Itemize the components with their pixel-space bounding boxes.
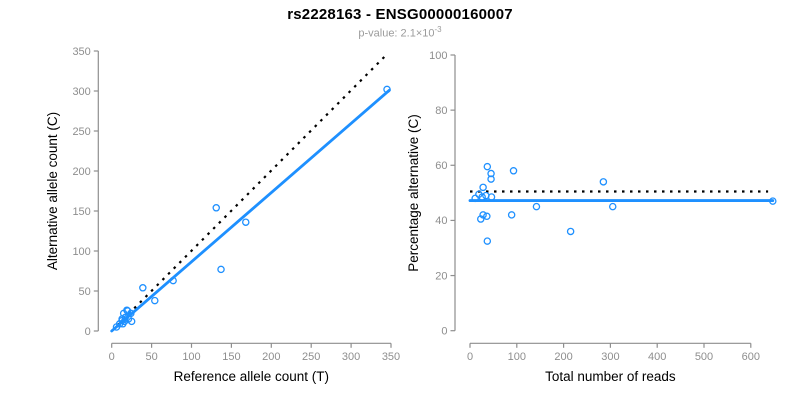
data-point <box>487 193 496 201</box>
plot-allele-counts: 0 50 100 150 200 250 300 350 0 50 100 150 200 250 300 3… <box>45 46 400 384</box>
data-point <box>169 276 177 285</box>
data-point <box>483 162 492 171</box>
y-tick-label: 250 <box>72 126 90 138</box>
y-tick-label: 80 <box>435 105 447 117</box>
y-tick-label: 150 <box>72 206 90 218</box>
data-point <box>139 284 147 292</box>
plot-subtitle: p-value: 2.1×10-3 <box>0 25 800 40</box>
pvalue-exponent: -3 <box>434 25 442 34</box>
x-tick-label: 200 <box>262 351 280 363</box>
data-point <box>151 296 159 305</box>
data-point <box>769 197 777 205</box>
y-tick-label: 0 <box>441 326 447 338</box>
data-point <box>471 194 479 203</box>
x-tick-label: 350 <box>382 351 400 363</box>
x-tick-label: 400 <box>648 351 666 363</box>
data-point <box>242 218 250 226</box>
x-tick-label: 300 <box>342 351 360 363</box>
x-tick-label: 250 <box>302 351 320 363</box>
data-point <box>487 175 495 183</box>
data-point <box>487 169 495 178</box>
data-point <box>599 178 608 186</box>
x-tick-label: 0 <box>467 351 473 363</box>
data-point <box>217 265 225 274</box>
data-point <box>127 309 135 318</box>
data-point <box>509 167 518 175</box>
y-tick-label: 60 <box>435 160 447 172</box>
y-tick-label: 0 <box>85 326 91 338</box>
data-point <box>127 317 136 326</box>
data-point <box>566 227 575 236</box>
data-point <box>383 85 391 94</box>
data-point <box>483 237 492 245</box>
data-point <box>479 211 487 219</box>
plot-percentage-alternative: 0 20 40 60 80 100 0 100 200 300 400 500 600 Total num… <box>406 50 777 384</box>
x-tick-label: 150 <box>222 351 240 363</box>
figure-header: rs2228163 - ENSG00000160007 p-value: 2.1… <box>0 6 800 40</box>
x-tick-label: 100 <box>182 351 200 363</box>
pvalue-text: p-value: 2.1×10 <box>358 27 435 40</box>
data-point <box>507 211 516 219</box>
x-tick-label: 0 <box>109 351 115 363</box>
x-tick-label: 100 <box>508 351 526 363</box>
x-tick-label: 50 <box>145 351 157 363</box>
y-axis-title: Alternative allele count (C) <box>45 112 60 270</box>
y-axis-title: Percentage alternative (C) <box>406 114 421 272</box>
y-tick-label: 100 <box>72 246 90 258</box>
y-tick-label: 40 <box>435 215 447 227</box>
data-point <box>478 193 486 201</box>
identity-line <box>110 54 387 332</box>
x-tick-label: 300 <box>601 351 619 363</box>
y-tick-label: 300 <box>72 86 90 98</box>
regression-line <box>110 88 391 333</box>
x-axis-title: Total number of reads <box>545 369 676 384</box>
y-tick-label: 100 <box>429 50 447 62</box>
x-tick-label: 500 <box>695 351 713 363</box>
data-point <box>483 212 491 221</box>
y-tick-label: 350 <box>72 46 90 58</box>
x-tick-label: 200 <box>554 351 572 363</box>
plot-title: rs2228163 - ENSG00000160007 <box>287 6 513 23</box>
x-axis-title: Reference allele count (T) <box>174 369 329 384</box>
data-point <box>212 204 220 212</box>
y-tick-label: 20 <box>435 270 447 282</box>
data-point <box>532 202 541 211</box>
x-tick-label: 600 <box>742 351 760 363</box>
y-tick-label: 200 <box>72 166 90 178</box>
y-tick-label: 50 <box>79 286 91 298</box>
data-point <box>608 202 617 211</box>
data-point <box>479 183 487 192</box>
